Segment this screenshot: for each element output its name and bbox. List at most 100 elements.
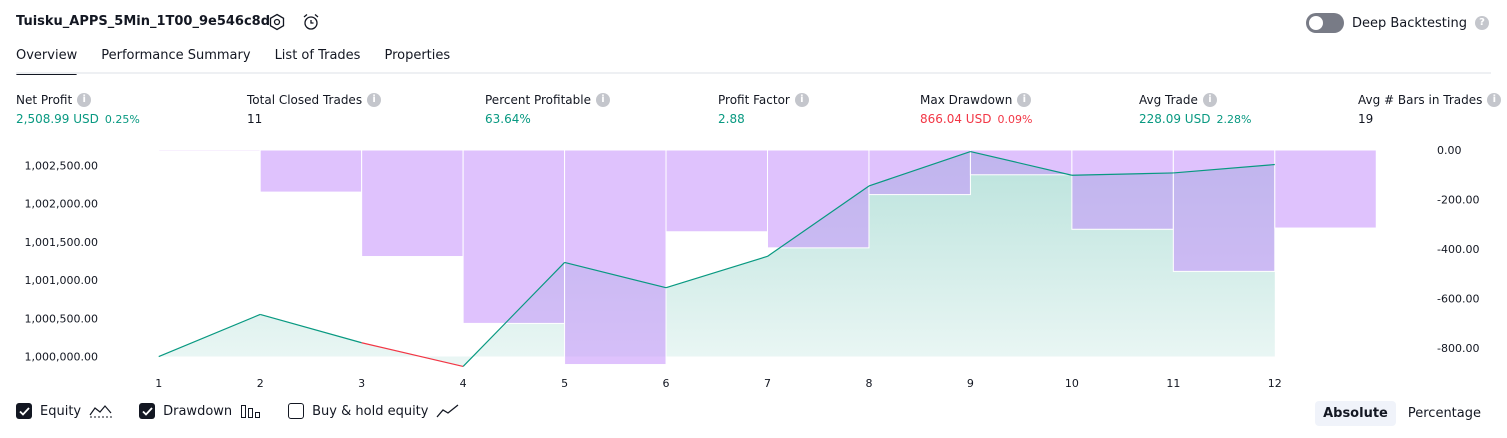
- metric-value: 11: [247, 112, 263, 126]
- left-axis-tick: 1,002,500.00: [25, 159, 98, 172]
- legend-drawdown[interactable]: Drawdown: [139, 403, 262, 419]
- drawdown-bar: [564, 149, 667, 366]
- tab-performance-summary[interactable]: Performance Summary: [101, 48, 251, 63]
- question-icon[interactable]: ?: [1475, 16, 1489, 30]
- metric-total-closed-trades: Total Closed Trades i 11: [247, 93, 382, 126]
- metric-label-text: Avg Trade: [1139, 93, 1198, 107]
- metric-value-row: 19: [1358, 112, 1501, 126]
- right-axis-tick: -600.00: [1437, 293, 1479, 306]
- metric-label: Percent Profitable i: [485, 93, 610, 107]
- left-axis-tick: 1,000,500.00: [25, 312, 98, 325]
- metric-value-row: 11: [247, 112, 381, 126]
- view-mode-toggle: Absolute Percentage: [1315, 401, 1489, 426]
- equity-line-segment: [1173, 163, 1275, 174]
- metric-label: Net Profit i: [16, 93, 140, 107]
- right-axis-tick: -400.00: [1437, 243, 1479, 256]
- tab-properties[interactable]: Properties: [384, 48, 451, 63]
- metric-label-text: Max Drawdown: [920, 93, 1013, 107]
- metric-label-text: Avg # Bars in Trades: [1358, 93, 1483, 107]
- drawdown-bars-icon: [241, 405, 261, 418]
- metric-value: 63.64%: [485, 112, 531, 126]
- left-axis-tick: 1,001,500.00: [25, 236, 98, 249]
- x-axis-tick: 8: [865, 377, 872, 390]
- info-icon[interactable]: i: [77, 93, 92, 107]
- x-axis-tick: 3: [358, 377, 365, 390]
- equity-drawdown-chart[interactable]: 1,000,000.00 1,000,500.00 1,001,000.00 1,00…: [0, 140, 1507, 395]
- drawdown-checkbox[interactable]: [139, 403, 156, 419]
- metric-label-text: Profit Factor: [718, 93, 790, 107]
- metric-max-drawdown: Max Drawdown i 866.04 USD 0.09%: [920, 93, 1032, 126]
- metric-value-row: 63.64%: [485, 112, 610, 126]
- equity-line-segment: [564, 261, 667, 289]
- equity-line-segment: [1071, 172, 1174, 176]
- x-axis-tick: 2: [257, 377, 264, 390]
- metric-value-row: 2.88: [718, 112, 809, 126]
- left-axis-tick: 1,000,000.00: [25, 351, 98, 364]
- tab-divider: [16, 72, 1491, 74]
- metric-value: 19: [1358, 112, 1374, 126]
- x-axis-tick: 1: [155, 377, 162, 390]
- equity-line-segment: [767, 185, 870, 257]
- x-axis-tick: 12: [1268, 377, 1282, 390]
- equity-area: [158, 151, 1275, 367]
- equity-checkbox[interactable]: [16, 403, 32, 419]
- info-icon[interactable]: i: [794, 93, 809, 107]
- metric-label-text: Total Closed Trades: [247, 93, 363, 107]
- absolute-button[interactable]: Absolute: [1315, 401, 1396, 426]
- drawdown-bar: [1172, 149, 1276, 272]
- metric-profit-factor: Profit Factor i 2.88: [718, 93, 809, 126]
- tab-list-of-trades[interactable]: List of Trades: [274, 48, 361, 63]
- deep-backtesting-toggle[interactable]: [1305, 13, 1344, 33]
- equity-line-segment: [665, 255, 768, 289]
- metric-label: Avg # Bars in Trades i: [1358, 93, 1502, 107]
- drawdown-bar: [158, 149, 261, 152]
- legend-buy-hold-label: Buy & hold equity: [312, 403, 429, 419]
- info-icon[interactable]: i: [1202, 93, 1217, 107]
- legend-buy-hold[interactable]: Buy & hold equity: [288, 403, 460, 419]
- x-axis-tick: 4: [460, 377, 467, 390]
- metric-label: Avg Trade i: [1139, 93, 1251, 107]
- metric-value-row: 228.09 USD 2.28%: [1139, 112, 1251, 126]
- equity-line-segment: [970, 150, 1073, 176]
- deep-backtesting-label: Deep Backtesting: [1351, 15, 1467, 31]
- info-icon[interactable]: i: [367, 93, 382, 107]
- drawdown-bar: [969, 149, 1073, 176]
- metric-value-row: 2,508.99 USD 0.25%: [16, 112, 140, 126]
- left-axis-tick: 1,001,000.00: [25, 274, 98, 287]
- x-axis-tick: 7: [764, 377, 771, 390]
- equity-line-segment: [462, 262, 566, 367]
- alarm-clock-plus-icon[interactable]: [301, 12, 321, 32]
- x-axis-tick: 5: [561, 377, 568, 390]
- info-icon[interactable]: i: [595, 93, 610, 107]
- metric-label-text: Percent Profitable: [485, 93, 591, 107]
- gear-icon[interactable]: [267, 12, 287, 32]
- metric-percent: 0.09%: [997, 113, 1033, 126]
- info-icon[interactable]: i: [1017, 93, 1032, 107]
- equity-line-segment: [260, 313, 362, 344]
- equity-line-segment: [158, 313, 261, 358]
- strategy-title: Tuisku_APPS_5Min_1T00_9e546c8d: [16, 14, 271, 29]
- percentage-button[interactable]: Percentage: [1407, 406, 1481, 421]
- metric-value-row: 866.04 USD 0.09%: [920, 112, 1032, 126]
- metric-percent: 0.25%: [104, 113, 140, 126]
- legend-drawdown-label: Drawdown: [163, 403, 233, 419]
- legend-equity[interactable]: Equity: [16, 403, 113, 419]
- drawdown-bar: [665, 149, 768, 233]
- tab-overview[interactable]: Overview: [16, 44, 78, 75]
- metric-percent: 2.28%: [1216, 113, 1252, 126]
- equity-line-segment: [868, 150, 971, 187]
- drawdown-bar: [1071, 149, 1174, 230]
- metric-avg-bars-in-trades: Avg # Bars in Trades i 19: [1358, 93, 1502, 126]
- drawdown-bar: [462, 149, 566, 324]
- metric-label: Profit Factor i: [718, 93, 809, 107]
- metric-value: 866.04 USD: [920, 112, 992, 126]
- buy-hold-checkbox[interactable]: [288, 403, 305, 419]
- info-icon[interactable]: i: [1487, 93, 1502, 107]
- drawdown-bar: [1274, 149, 1377, 229]
- metric-value: 2.88: [718, 112, 745, 126]
- left-axis-tick: 1,002,000.00: [25, 198, 98, 211]
- metric-percent-profitable: Percent Profitable i 63.64%: [485, 93, 610, 126]
- metric-avg-trade: Avg Trade i 228.09 USD 2.28%: [1139, 93, 1251, 126]
- deep-backtesting: Deep Backtesting ?: [1305, 13, 1489, 33]
- tab-bar: Overview Performance Summary List of Tra…: [16, 44, 474, 75]
